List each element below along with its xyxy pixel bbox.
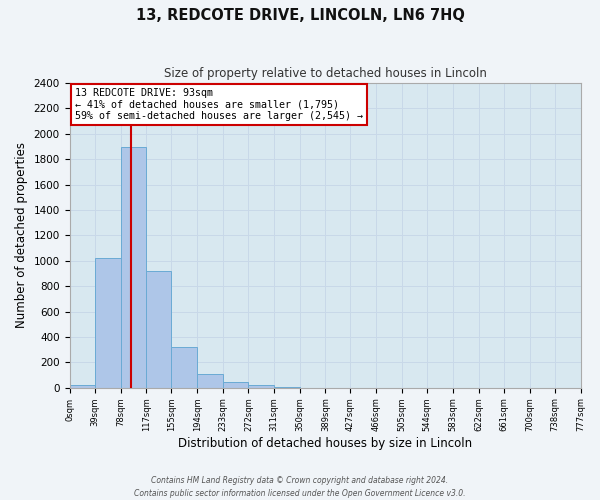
Bar <box>70 385 95 388</box>
Bar <box>95 258 121 388</box>
Text: Contains HM Land Registry data © Crown copyright and database right 2024.
Contai: Contains HM Land Registry data © Crown c… <box>134 476 466 498</box>
Y-axis label: Number of detached properties: Number of detached properties <box>15 142 28 328</box>
Bar <box>223 382 248 388</box>
Text: 13, REDCOTE DRIVE, LINCOLN, LN6 7HQ: 13, REDCOTE DRIVE, LINCOLN, LN6 7HQ <box>136 8 464 22</box>
Bar <box>146 271 172 388</box>
Title: Size of property relative to detached houses in Lincoln: Size of property relative to detached ho… <box>164 68 487 80</box>
X-axis label: Distribution of detached houses by size in Lincoln: Distribution of detached houses by size … <box>178 437 472 450</box>
Bar <box>172 347 197 388</box>
Bar <box>248 385 274 388</box>
Text: 13 REDCOTE DRIVE: 93sqm
← 41% of detached houses are smaller (1,795)
59% of semi: 13 REDCOTE DRIVE: 93sqm ← 41% of detache… <box>74 88 362 121</box>
Bar <box>197 374 223 388</box>
Bar <box>121 146 146 388</box>
Bar <box>274 387 299 388</box>
